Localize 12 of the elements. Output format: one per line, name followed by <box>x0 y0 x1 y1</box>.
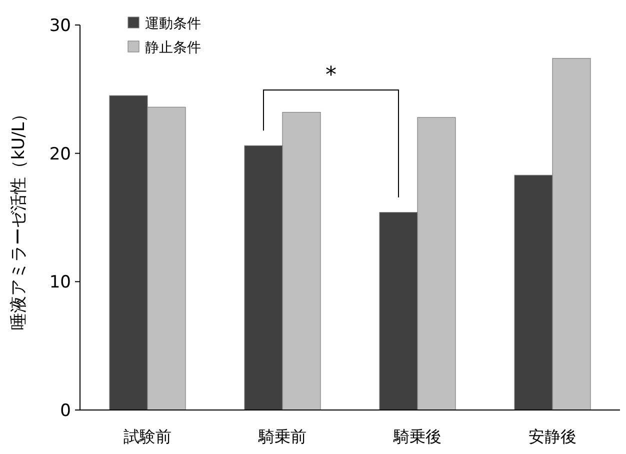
y-tick-label: 10 <box>49 272 71 293</box>
y-tick-label: 20 <box>49 144 71 164</box>
legend-label: 静止条件 <box>145 40 201 56</box>
y-axis-title: 唾液アミラーゼ活性（kU/L） <box>9 105 29 330</box>
x-tick-label: 試験前 <box>124 427 172 446</box>
annotation: * <box>326 63 336 88</box>
x-tick-label: 騎乗後 <box>392 427 442 446</box>
y-tick-label: 30 <box>49 16 71 36</box>
y-tick-label: 0 <box>60 401 71 421</box>
x-tick-label: 安静後 <box>528 427 576 446</box>
x-tick-label: 騎乗前 <box>258 427 306 446</box>
legend-label: 運動条件 <box>145 16 201 32</box>
